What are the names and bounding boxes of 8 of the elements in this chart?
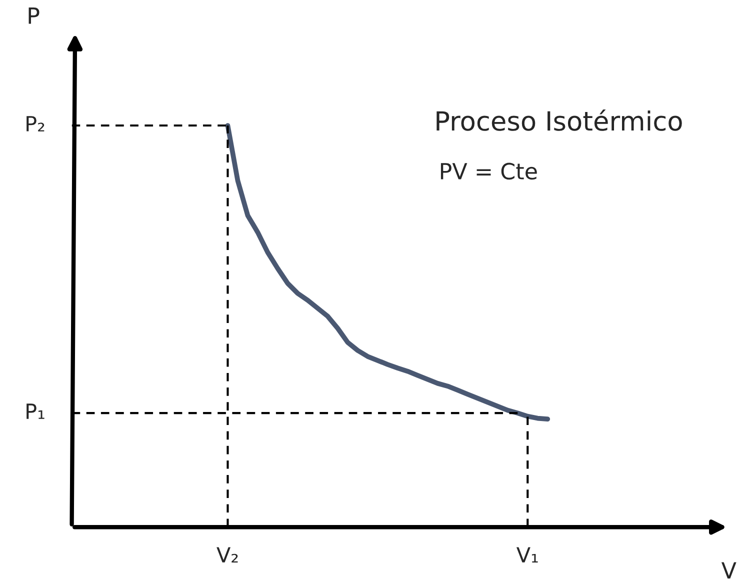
ref-line-label: P₂ [26,116,44,132]
annotation: PV = Cte [440,162,537,180]
text: V [721,562,736,578]
annotation: Proceso Isotérmico [436,109,682,131]
text: P [28,8,40,24]
ref-line-label: P₁ [26,404,44,419]
x-tick-label: V₁ [516,547,538,562]
x-tick-label: V₂ [216,547,238,562]
